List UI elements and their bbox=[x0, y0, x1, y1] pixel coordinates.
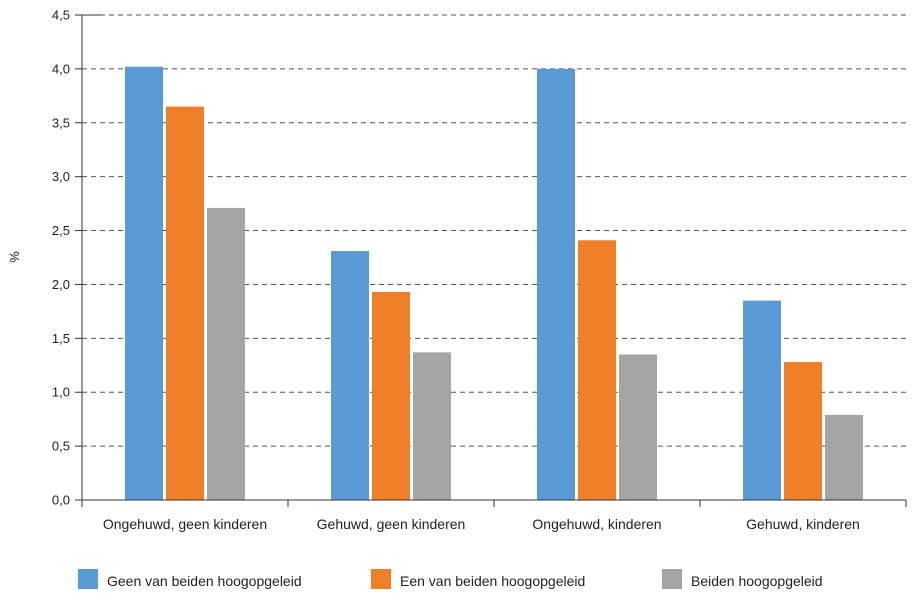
x-tick-label: Gehuwd, geen kinderen bbox=[317, 516, 466, 532]
bars bbox=[125, 66, 863, 500]
y-tick-label: 0,5 bbox=[52, 439, 70, 454]
bar bbox=[825, 414, 863, 500]
legend-swatch bbox=[78, 569, 98, 589]
y-tick-label: 1,0 bbox=[52, 385, 70, 400]
legend-swatch bbox=[371, 569, 391, 589]
y-tick-label: 3,5 bbox=[52, 115, 70, 130]
x-tick-label: Gehuwd, kinderen bbox=[746, 516, 860, 532]
bar bbox=[537, 68, 575, 500]
y-axis-label: % bbox=[7, 251, 22, 263]
gridlines bbox=[82, 14, 906, 447]
bar bbox=[166, 106, 204, 500]
y-tick-label: 0,0 bbox=[52, 493, 70, 508]
y-tick-label: 2,0 bbox=[52, 277, 70, 292]
x-axis-labels: Ongehuwd, geen kinderen Gehuwd, geen kind… bbox=[103, 516, 860, 532]
legend: Geen van beiden hoogopgeleid Een van beid… bbox=[78, 569, 823, 589]
legend-swatch bbox=[662, 569, 682, 589]
y-tick-label: 1,5 bbox=[52, 331, 70, 346]
y-tick-label: 4,5 bbox=[52, 8, 70, 23]
bar bbox=[619, 354, 657, 500]
bar bbox=[372, 291, 410, 500]
y-tick-label: 4,0 bbox=[52, 61, 70, 76]
bar bbox=[784, 362, 822, 500]
legend-label: Beiden hoogopgeleid bbox=[691, 573, 823, 589]
axes bbox=[81, 14, 907, 507]
legend-label: Een van beiden hoogopgeleid bbox=[400, 573, 585, 589]
bar bbox=[331, 251, 369, 500]
x-tick-label: Ongehuwd, geen kinderen bbox=[103, 516, 267, 532]
bar bbox=[207, 207, 245, 500]
bar bbox=[125, 66, 163, 500]
bar bbox=[578, 240, 616, 500]
legend-label: Geen van beiden hoogopgeleid bbox=[107, 573, 302, 589]
bar bbox=[743, 300, 781, 500]
y-axis-ticks: 0,0 0,5 1,0 1,5 2,0 2,5 3,0 3,5 4,0 4,5 bbox=[52, 8, 82, 508]
y-tick-label: 2,5 bbox=[52, 223, 70, 238]
y-tick-label: 3,0 bbox=[52, 169, 70, 184]
x-tick-label: Ongehuwd, kinderen bbox=[532, 516, 661, 532]
bar bbox=[413, 352, 451, 500]
